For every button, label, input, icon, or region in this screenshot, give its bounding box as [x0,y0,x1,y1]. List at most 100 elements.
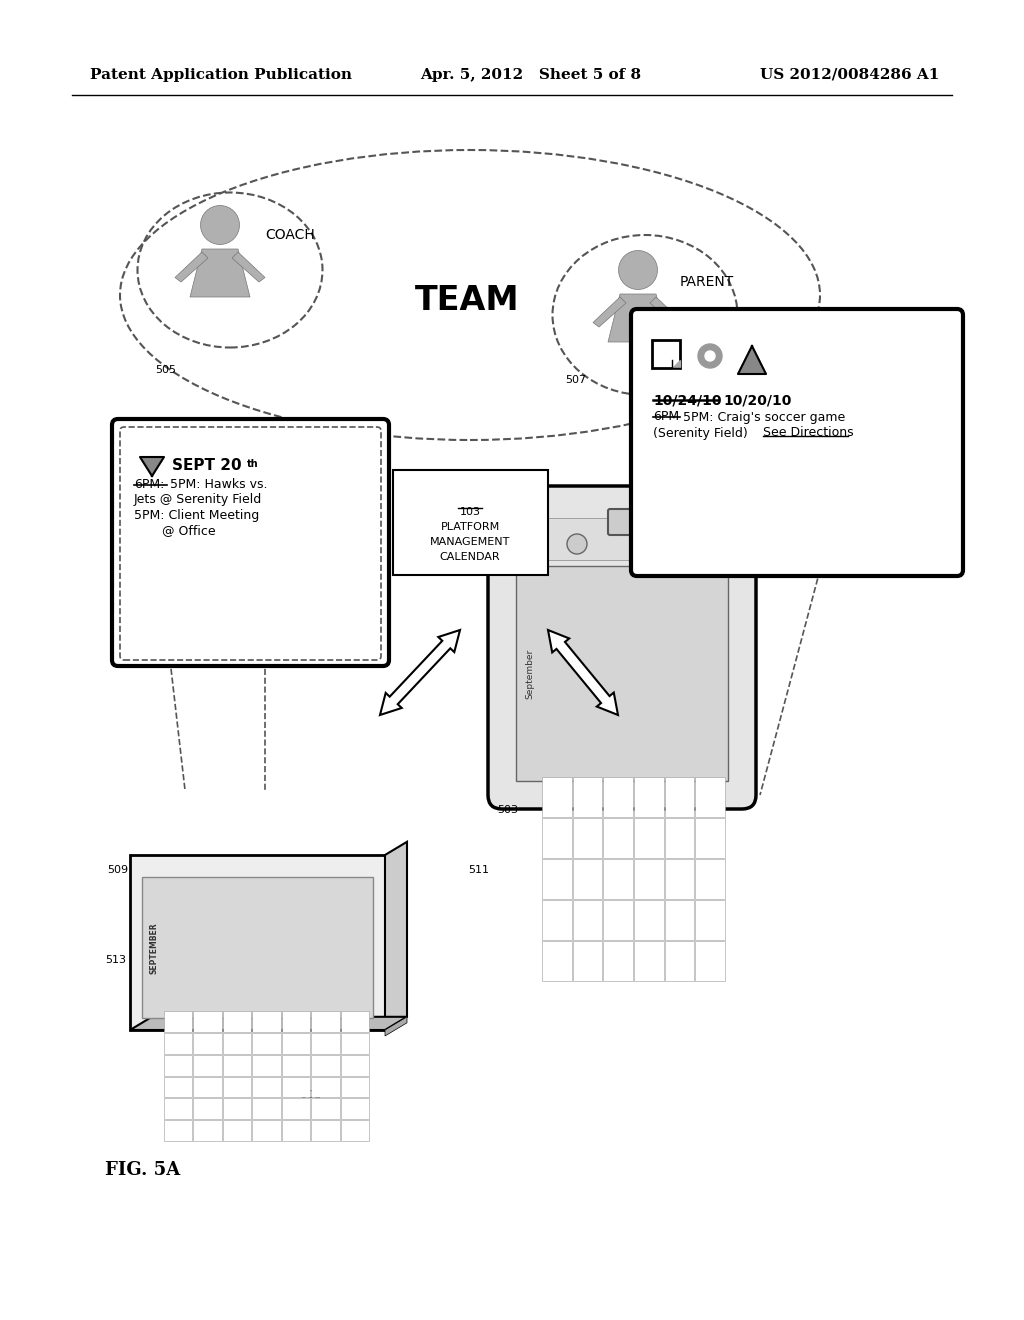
Bar [341,1098,369,1119]
Bar [311,1032,340,1053]
Bar [341,1055,369,1076]
Bar [194,1077,222,1097]
Bar [194,1032,222,1053]
Bar [603,941,633,981]
Text: MANAGEMENT: MANAGEMENT [430,537,510,546]
Text: 6PM: 6PM [653,411,679,424]
Text: 10/20/10: 10/20/10 [723,393,792,407]
Text: COACH: COACH [265,228,314,242]
Bar [282,1011,310,1032]
Polygon shape [672,360,680,368]
Bar [341,1077,369,1097]
Bar [542,900,571,940]
Bar [516,566,728,781]
Text: 5PM: Craig's soccer game: 5PM: Craig's soccer game [683,411,845,424]
Bar [311,1055,340,1076]
Bar [223,1121,251,1140]
Bar [341,1121,369,1140]
Text: SEPT 20: SEPT 20 [172,458,242,474]
Bar [695,900,725,940]
Bar [542,777,571,817]
Text: (Serenity Field): (Serenity Field) [653,426,748,440]
Polygon shape [130,1016,407,1030]
Bar [252,1098,281,1119]
Bar [223,1077,251,1097]
Text: th: th [247,459,259,469]
Bar [164,1011,193,1032]
Text: 519: 519 [637,440,658,450]
Polygon shape [593,297,626,327]
Text: TEAM: TEAM [415,284,519,317]
Text: September: September [525,649,535,700]
Text: Patent Application Publication: Patent Application Publication [90,69,352,82]
Text: 513: 513 [105,954,126,965]
Polygon shape [608,294,668,342]
Bar [282,1077,310,1097]
Bar [223,1011,251,1032]
Text: 509: 509 [106,865,128,875]
Circle shape [657,535,677,554]
Text: 517: 517 [128,445,150,455]
Bar [634,818,664,858]
Bar [695,777,725,817]
FancyBboxPatch shape [112,418,389,667]
Bar [194,1121,222,1140]
Polygon shape [548,630,618,715]
Bar [223,1032,251,1053]
Bar [164,1098,193,1119]
Bar [572,818,602,858]
Circle shape [698,345,722,368]
Text: 505: 505 [155,366,176,375]
Bar [282,1098,310,1119]
Bar [695,859,725,899]
Bar [634,941,664,981]
Bar [341,1032,369,1053]
Text: PLATFORM: PLATFORM [440,521,500,532]
Bar [634,859,664,899]
Bar [164,1032,193,1053]
Text: Jets @ Serenity Field: Jets @ Serenity Field [134,494,262,507]
Bar [665,900,694,940]
Bar [282,1032,310,1053]
Bar [652,341,680,368]
Bar [223,1055,251,1076]
Bar [252,1055,281,1076]
Text: 521: 521 [672,411,693,420]
Circle shape [618,251,657,289]
Text: SEPTEMBER: SEPTEMBER [150,923,159,974]
FancyBboxPatch shape [631,309,963,576]
FancyBboxPatch shape [488,486,756,809]
Text: See Directions: See Directions [763,426,854,440]
Text: 501: 501 [300,1090,321,1100]
Text: 510: 510 [367,531,388,540]
Text: CALENDAR: CALENDAR [439,552,501,562]
Bar [542,859,571,899]
Text: 5PM: Client Meeting: 5PM: Client Meeting [134,510,259,523]
Bar [665,818,694,858]
Bar [311,1077,340,1097]
Text: 523: 523 [300,906,322,915]
Bar [341,1011,369,1032]
Text: US 2012/0084286 A1: US 2012/0084286 A1 [760,69,939,82]
Bar [311,1098,340,1119]
Text: FIG. 5A: FIG. 5A [105,1162,180,1179]
Bar [252,1121,281,1140]
FancyBboxPatch shape [608,510,636,535]
Bar [252,1032,281,1053]
Bar [252,1077,281,1097]
Bar [542,941,571,981]
Bar [572,777,602,817]
Polygon shape [190,249,250,297]
Text: 507: 507 [565,375,586,385]
Text: PARENT: PARENT [680,275,734,289]
Bar [164,1121,193,1140]
Text: @ Office: @ Office [162,524,216,537]
Bar [142,876,373,1018]
Polygon shape [385,842,407,1030]
Bar [572,900,602,940]
Bar [665,777,694,817]
Text: 515: 515 [632,515,653,525]
Bar [695,818,725,858]
Polygon shape [232,252,265,282]
Bar [393,470,548,576]
